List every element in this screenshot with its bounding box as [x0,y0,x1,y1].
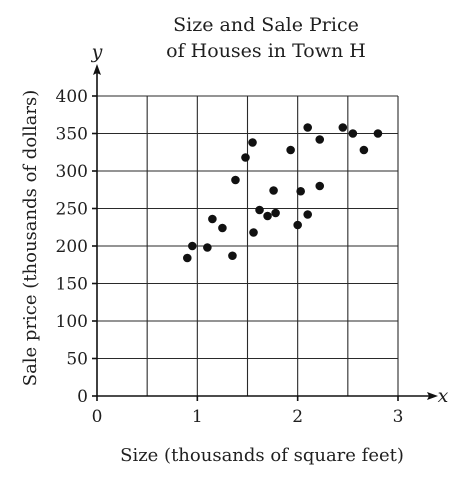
data-points [183,123,383,263]
data-point [293,220,302,230]
data-point [228,251,237,261]
x-axis-label: Size (thousands of square feet) [120,445,404,466]
y-axis-arrow [93,64,101,75]
y-tick-label: 50 [66,350,88,370]
data-point [315,181,325,191]
data-point [348,129,358,138]
y-tick-label: 300 [56,162,88,182]
data-point [359,145,369,155]
chart-title-line-1: Size and Sale Price [173,14,359,36]
y-tick-label: 200 [56,237,88,257]
data-point [241,153,250,162]
data-point [303,210,313,219]
data-point [183,253,192,263]
data-point [249,228,258,237]
data-point [271,208,280,218]
data-point [248,138,257,147]
data-point [231,175,240,185]
x-tick-label: 1 [192,407,203,427]
y-tick-labels: 0 50 100 150 200 250 300 350 400 [56,87,88,407]
data-point [263,211,272,221]
y-tick-label: 350 [56,125,88,145]
x-tick-label: 0 [92,407,103,427]
data-point [338,123,348,132]
y-tick-label: 0 [77,387,88,407]
data-point [188,241,197,251]
x-tick-label: 2 [292,407,303,427]
data-point [303,123,313,132]
y-tick-label: 400 [56,87,88,107]
chart-title-line-2: of Houses in Town H [166,40,366,62]
y-axis-label: Sale price (thousands of dollars) [20,90,41,387]
data-point [208,214,217,224]
data-point [286,145,295,155]
x-axis-letter: x [438,385,449,407]
x-tick-labels: 0 1 2 3 [92,407,404,427]
y-axis-letter: y [91,41,103,63]
x-axis-arrow [427,392,438,400]
data-point [296,186,305,196]
grid-lines [97,95,399,396]
axes [92,64,438,401]
x-tick-label: 3 [393,407,404,427]
y-tick-label: 100 [56,312,88,332]
data-point [218,223,227,233]
data-point [203,243,212,252]
data-point [269,186,278,195]
y-tick-label: 150 [56,275,88,295]
data-point [255,205,264,215]
data-point [373,129,383,138]
data-point [315,135,325,144]
y-tick-label: 250 [56,200,88,220]
